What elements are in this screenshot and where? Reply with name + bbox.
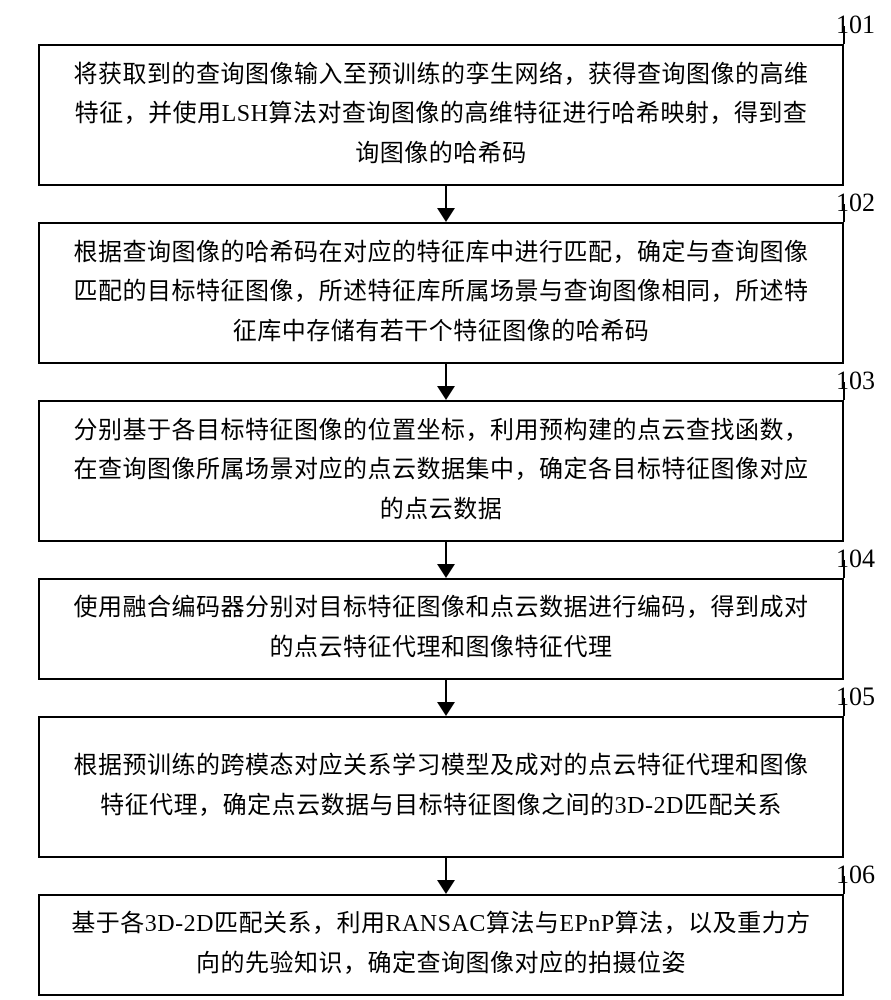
step-box-106: 基于各3D-2D匹配关系，利用RANSAC算法与EPnP算法，以及重力方向的先验… [38,894,844,996]
step-box-105: 根据预训练的跨模态对应关系学习模型及成对的点云特征代理和图像特征代理，确定点云数… [38,716,844,858]
arrow-102-103 [445,364,447,386]
step-number-102: 102 [836,188,875,218]
flowchart-container: 101 将获取到的查询图像输入至预训练的孪生网络，获得查询图像的高维特征，并使用… [0,0,891,1000]
arrow-101-102 [445,186,447,208]
step-box-104: 使用融合编码器分别对目标特征图像和点云数据进行编码，得到成对的点云特征代理和图像… [38,578,844,680]
label-tick-103 [843,382,845,400]
label-tick-105 [843,698,845,716]
step-text-104: 使用融合编码器分别对目标特征图像和点云数据进行编码，得到成对的点云特征代理和图像… [64,589,818,668]
arrow-head-104-105 [437,702,455,716]
arrow-head-105-106 [437,880,455,894]
arrow-head-103-104 [437,564,455,578]
step-number-106: 106 [836,860,875,890]
label-tick-101 [843,26,845,44]
step-text-101: 将获取到的查询图像输入至预训练的孪生网络，获得查询图像的高维特征，并使用LSH算… [64,56,818,175]
label-tick-104 [843,560,845,578]
step-text-106: 基于各3D-2D匹配关系，利用RANSAC算法与EPnP算法，以及重力方向的先验… [64,905,818,984]
step-number-101: 101 [836,10,875,40]
step-text-102: 根据查询图像的哈希码在对应的特征库中进行匹配，确定与查询图像匹配的目标特征图像，… [64,234,818,353]
arrow-104-105 [445,680,447,702]
step-number-105: 105 [836,682,875,712]
arrow-head-102-103 [437,386,455,400]
step-text-105: 根据预训练的跨模态对应关系学习模型及成对的点云特征代理和图像特征代理，确定点云数… [64,747,818,826]
step-box-101: 将获取到的查询图像输入至预训练的孪生网络，获得查询图像的高维特征，并使用LSH算… [38,44,844,186]
label-tick-102 [843,204,845,222]
step-number-104: 104 [836,544,875,574]
step-box-102: 根据查询图像的哈希码在对应的特征库中进行匹配，确定与查询图像匹配的目标特征图像，… [38,222,844,364]
step-text-103: 分别基于各目标特征图像的位置坐标，利用预构建的点云查找函数，在查询图像所属场景对… [64,412,818,531]
step-number-103: 103 [836,366,875,396]
arrow-105-106 [445,858,447,880]
arrow-head-101-102 [437,208,455,222]
label-tick-106 [843,876,845,894]
arrow-103-104 [445,542,447,564]
step-box-103: 分别基于各目标特征图像的位置坐标，利用预构建的点云查找函数，在查询图像所属场景对… [38,400,844,542]
